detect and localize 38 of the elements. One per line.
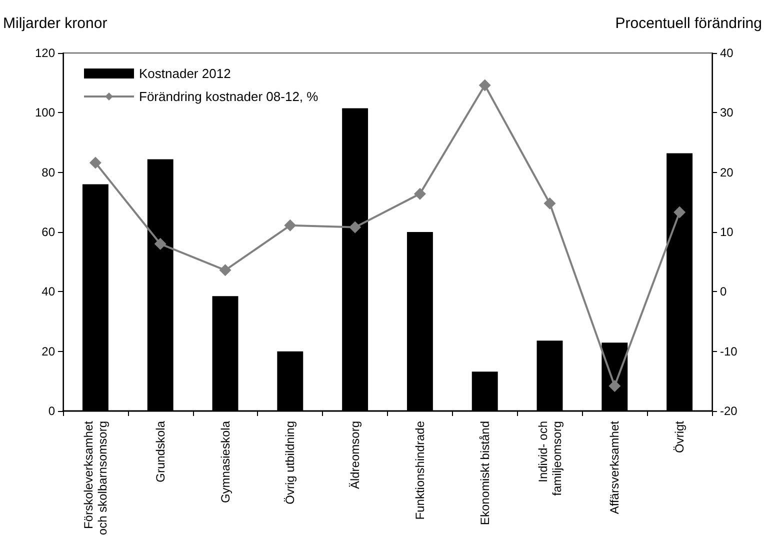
x-tick-label: Affärsverksamhet (608, 420, 622, 514)
point (544, 197, 556, 210)
point (154, 238, 166, 250)
y-tick-label: 80 (42, 165, 56, 180)
y-tick-label: 100 (34, 106, 56, 120)
y-tick-label: 40 (42, 284, 56, 299)
point (674, 206, 686, 218)
point (349, 221, 362, 234)
x-tick-label: Förskoleverksamhet och skolbarnsomsorg (81, 420, 110, 536)
point (89, 156, 102, 169)
x-tick-label: Gymnasieskola (218, 420, 232, 504)
y2-axis-title: Procentuell förändring (615, 15, 762, 32)
y-axis-title: Miljarder kronor (3, 15, 108, 32)
y2-tick-label: 30 (720, 106, 734, 120)
x-tick-label: Övrig utbildning (283, 421, 298, 504)
y-tick-label: 120 (34, 46, 56, 60)
y2-tick-label: 20 (720, 165, 734, 180)
point (284, 219, 296, 232)
y-tick-label: 20 (42, 344, 56, 358)
x-tick-label: Funktionshindrade (412, 420, 427, 520)
legend-label: Förändring kostnader 08-12, % (139, 89, 319, 104)
point (414, 188, 426, 200)
point (478, 79, 491, 92)
x-tick-label: Individ- och familjeomsorg (536, 421, 564, 496)
x-tick-label: Ekonomiskt bistånd (478, 421, 492, 526)
x-tick-label: Äldreomsorg (348, 421, 362, 490)
y2-tick-label: 10 (720, 225, 734, 239)
y2-tick-label: -10 (720, 344, 738, 358)
x-tick-label: Grundskola (153, 420, 168, 482)
y2-tick-label: 40 (720, 46, 734, 60)
y-tick-label: 60 (42, 225, 56, 239)
legend-label: Kostnader 2012 (139, 66, 231, 81)
y-tick-label: 0 (48, 404, 56, 418)
point (608, 380, 621, 392)
y2-tick-label: 0 (720, 284, 727, 299)
x-tick-label: Övrigt (672, 420, 687, 454)
point (219, 264, 232, 276)
y2-tick-label: -20 (720, 404, 738, 418)
